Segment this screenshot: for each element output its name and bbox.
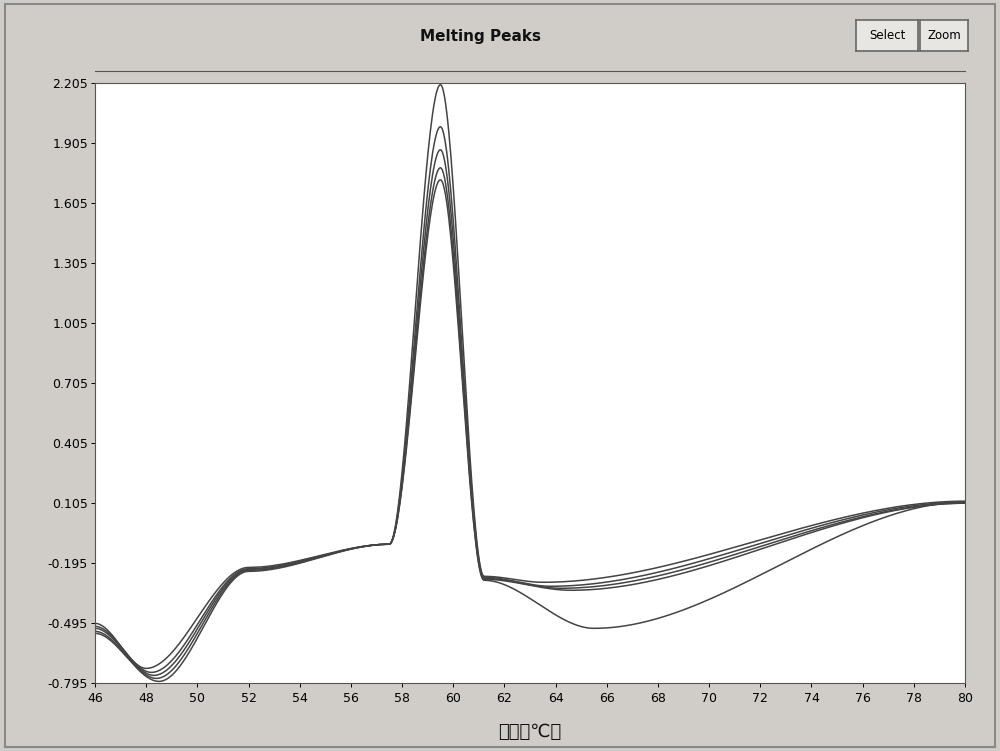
Text: Zoom: Zoom	[927, 29, 961, 42]
Text: 温度（℃）: 温度（℃）	[498, 723, 562, 741]
Text: Select: Select	[869, 29, 905, 42]
Text: Melting Peaks: Melting Peaks	[420, 29, 540, 44]
